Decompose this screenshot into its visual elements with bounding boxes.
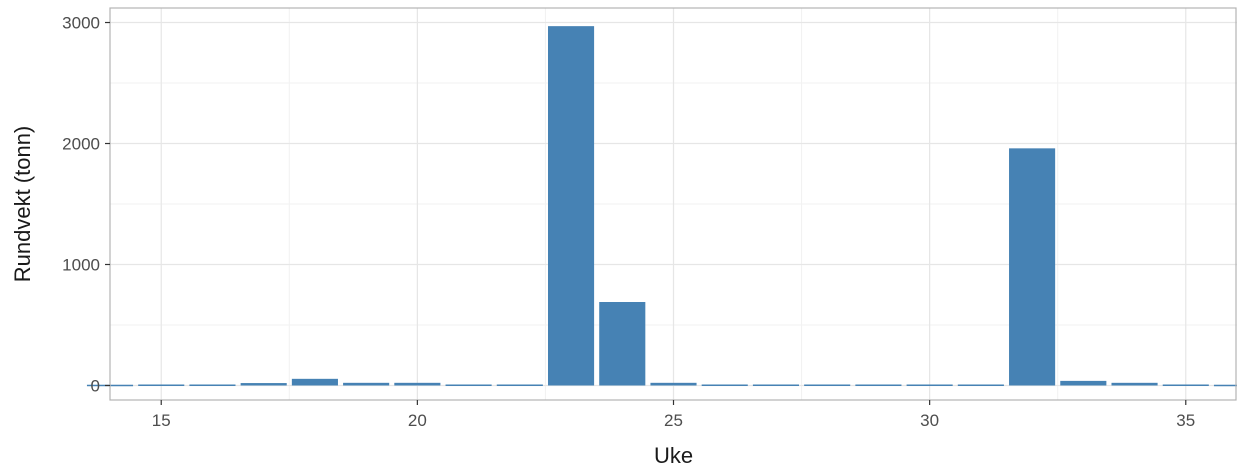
bar-week-26 (701, 384, 748, 386)
bar-week-32 (1009, 148, 1056, 386)
bar-week-23 (547, 26, 595, 386)
bar-week-25 (650, 382, 697, 386)
bar-week-29 (855, 384, 902, 386)
bar-week-19 (343, 382, 390, 386)
y-tick-label: 1000 (62, 255, 100, 274)
bar-week-17 (240, 383, 287, 386)
bar-week-27 (752, 384, 800, 386)
bar-week-33 (1060, 380, 1107, 386)
bar-week-28 (804, 384, 851, 386)
y-tick-label: 3000 (62, 14, 100, 33)
x-tick-label: 30 (920, 411, 939, 430)
bar-week-18 (291, 378, 338, 386)
y-axis-title: Rundvekt (tonn) (10, 126, 35, 283)
y-axis-ticks: 0 1000 2000 3000 (62, 14, 110, 395)
bar-series (86, 26, 1237, 387)
x-axis-title: Uke (654, 443, 693, 468)
bar-week-16 (189, 384, 236, 386)
bar-week-35 (1162, 384, 1209, 386)
x-tick-label: 35 (1176, 411, 1195, 430)
y-tick-label: 2000 (62, 135, 100, 154)
bar-week-34 (1111, 382, 1158, 386)
x-tick-label: 20 (408, 411, 427, 430)
bar-week-15 (138, 384, 185, 386)
x-tick-label: 25 (664, 411, 683, 430)
bar-week-36 (1213, 384, 1237, 387)
bar-week-30 (906, 384, 953, 386)
y-tick-label: 0 (91, 376, 100, 395)
bar-week-20 (394, 382, 441, 386)
bar-week-21 (445, 384, 492, 386)
x-tick-label: 15 (152, 411, 171, 430)
bar-week-31 (957, 384, 1004, 386)
bar-week-22 (496, 384, 543, 386)
grid-lines (110, 8, 1237, 400)
bar-week-24 (599, 302, 646, 386)
x-axis-ticks: 15 20 25 30 35 (152, 400, 1195, 430)
